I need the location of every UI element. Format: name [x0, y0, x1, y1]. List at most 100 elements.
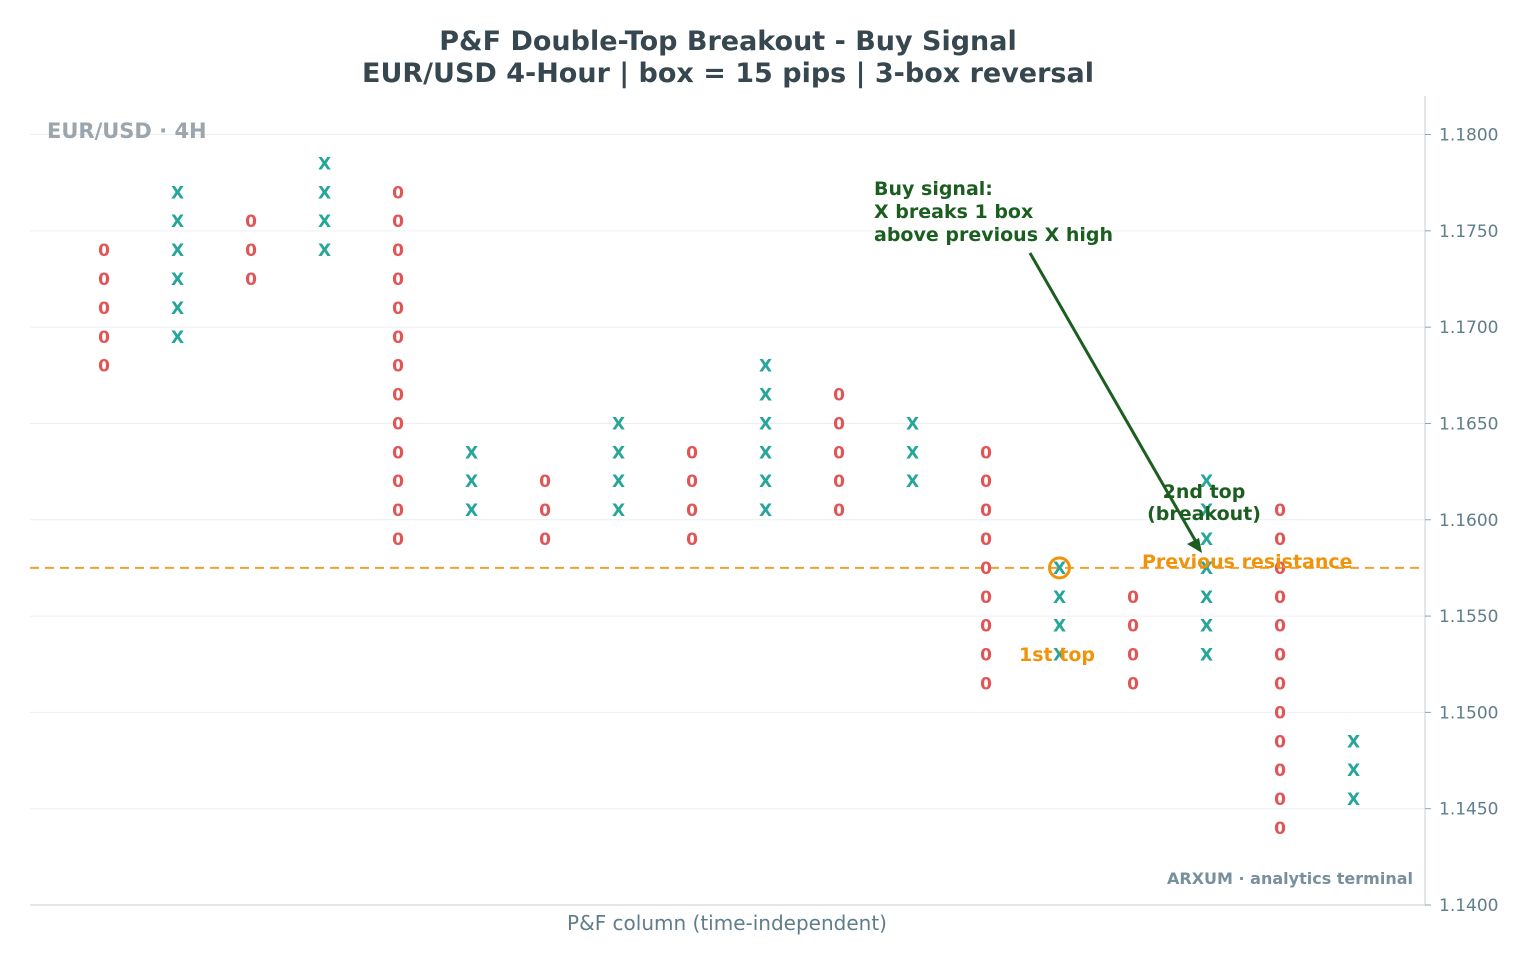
x-box-mark: X — [759, 472, 772, 492]
o-box-mark: 0 — [980, 472, 992, 492]
x-box-mark: X — [759, 357, 772, 377]
x-box-mark: X — [1200, 617, 1213, 637]
x-box-mark: X — [1200, 501, 1213, 521]
pf-columns: 00000XXXXXX000XXXX0000000000000XXX000XXX… — [98, 154, 1360, 839]
o-box-mark: 0 — [392, 530, 404, 550]
first-top-marker — [1048, 556, 1071, 580]
o-box-mark: 0 — [833, 501, 845, 521]
x-axis-label: P&F column (time-independent) — [567, 911, 887, 935]
o-box-mark: 0 — [392, 299, 404, 319]
o-box-mark: 0 — [1274, 530, 1286, 550]
x-box-mark: X — [171, 299, 184, 319]
y-tick-label: 1.1700 — [1439, 318, 1498, 338]
o-box-mark: 0 — [245, 241, 257, 261]
o-box-mark: 0 — [1274, 674, 1286, 694]
x-box-mark: X — [1200, 646, 1213, 666]
x-box-mark: X — [759, 414, 772, 434]
x-box-mark: X — [1347, 732, 1360, 752]
o-box-mark: 0 — [98, 299, 110, 319]
resistance-annotation: Previous resistance — [1142, 551, 1353, 573]
x-box-mark: X — [1347, 790, 1360, 810]
chart-title: P&F Double-Top Breakout - Buy Signal — [439, 26, 1017, 57]
x-box-mark: X — [906, 414, 919, 434]
x-box-mark: X — [171, 241, 184, 261]
x-box-mark: X — [1053, 617, 1066, 637]
o-box-mark: 0 — [686, 530, 698, 550]
o-box-mark: 0 — [1274, 819, 1286, 839]
o-box-mark: 0 — [1274, 501, 1286, 521]
o-box-mark: 0 — [1127, 588, 1139, 608]
o-box-mark: 0 — [98, 270, 110, 290]
x-box-mark: X — [1200, 559, 1213, 579]
o-box-mark: 0 — [392, 270, 404, 290]
o-box-mark: 0 — [1274, 646, 1286, 666]
corner-label: EUR/USD · 4H — [47, 119, 207, 143]
buy-signal-annotation-line2: X breaks 1 box — [874, 201, 1033, 223]
x-box-mark: X — [1200, 530, 1213, 550]
o-box-mark: 0 — [1127, 617, 1139, 637]
o-box-mark: 0 — [1127, 646, 1139, 666]
o-box-mark: 0 — [1274, 790, 1286, 810]
buy-signal-arrowhead — [1187, 538, 1202, 553]
o-box-mark: 0 — [1274, 588, 1286, 608]
o-box-mark: 0 — [980, 559, 992, 579]
o-box-mark: 0 — [245, 270, 257, 290]
o-box-mark: 0 — [833, 386, 845, 406]
o-box-mark: 0 — [980, 588, 992, 608]
o-box-mark: 0 — [392, 472, 404, 492]
first-top-annotation: 1st top — [1019, 644, 1095, 666]
o-box-mark: 0 — [245, 212, 257, 232]
y-tick-label: 1.1550 — [1439, 607, 1498, 627]
second-top-annotation-line1: 2nd top — [1163, 481, 1246, 503]
y-tick-label: 1.1400 — [1439, 896, 1498, 916]
o-box-mark: 0 — [392, 501, 404, 521]
o-box-mark: 0 — [98, 328, 110, 348]
o-box-mark: 0 — [392, 357, 404, 377]
x-box-mark: X — [171, 270, 184, 290]
x-box-mark: X — [171, 328, 184, 348]
o-box-mark: 0 — [980, 530, 992, 550]
o-box-mark: 0 — [980, 443, 992, 463]
x-box-mark: X — [759, 386, 772, 406]
y-tick-label: 1.1500 — [1439, 703, 1498, 723]
x-box-mark: X — [465, 472, 478, 492]
x-box-mark: X — [759, 443, 772, 463]
y-tick-label: 1.1650 — [1439, 414, 1498, 434]
o-box-mark: 0 — [833, 443, 845, 463]
o-box-mark: 0 — [392, 212, 404, 232]
o-box-mark: 0 — [539, 472, 551, 492]
o-box-mark: 0 — [686, 472, 698, 492]
o-box-mark: 0 — [392, 328, 404, 348]
y-tick-label: 1.1750 — [1439, 222, 1498, 242]
x-box-mark: X — [612, 443, 625, 463]
x-box-mark: X — [1200, 588, 1213, 608]
chart-subtitle: EUR/USD 4-Hour | box = 15 pips | 3-box r… — [362, 58, 1094, 89]
x-box-mark: X — [1347, 761, 1360, 781]
watermark: ARXUM · analytics terminal — [1167, 869, 1413, 888]
x-box-mark: X — [465, 501, 478, 521]
o-box-mark: 0 — [1274, 732, 1286, 752]
o-box-mark: 0 — [833, 472, 845, 492]
x-box-mark: X — [612, 472, 625, 492]
o-box-mark: 0 — [539, 501, 551, 521]
gridlines — [30, 134, 1425, 810]
x-box-mark: X — [612, 501, 625, 521]
x-box-mark: X — [1200, 472, 1213, 492]
x-box-mark: X — [906, 472, 919, 492]
o-box-mark: 0 — [1274, 703, 1286, 723]
x-box-mark: X — [465, 443, 478, 463]
x-box-mark: X — [318, 183, 331, 203]
o-box-mark: 0 — [1127, 674, 1139, 694]
o-box-mark: 0 — [98, 357, 110, 377]
o-box-mark: 0 — [392, 414, 404, 434]
buy-signal-arrow — [1028, 252, 1201, 548]
second-top-annotation-line2: (breakout) — [1147, 503, 1261, 525]
x-box-mark: X — [1053, 646, 1066, 666]
o-box-mark: 0 — [833, 414, 845, 434]
x-box-mark: X — [1053, 559, 1066, 579]
o-box-mark: 0 — [392, 241, 404, 261]
o-box-mark: 0 — [392, 443, 404, 463]
o-box-mark: 0 — [980, 674, 992, 694]
y-axis-ticks: 1.1400 1.1450 1.1500 1.1550 1.1600 1.1650 1.17… — [1425, 126, 1498, 916]
